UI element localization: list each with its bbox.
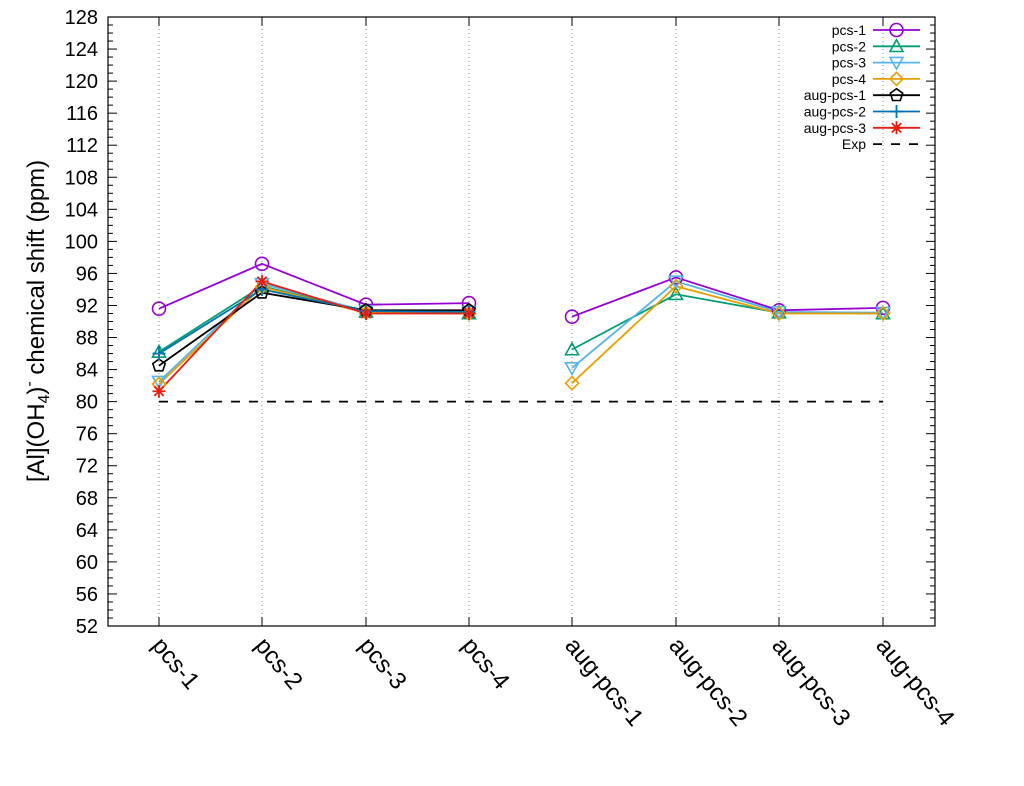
y-tick-label: 76 — [76, 424, 98, 446]
y-axis-label: [Al](OH4)- chemical shift (ppm) — [21, 160, 53, 482]
data-point-aug-pcs-3-pcs-4 — [462, 306, 476, 320]
y-tick-label: 56 — [76, 584, 98, 606]
y-tick-label: 124 — [65, 39, 98, 61]
x-gridlines — [158, 17, 884, 626]
series-line-pcs-1 — [571, 276, 884, 318]
legend-marker-pcs-3 — [888, 56, 905, 71]
y-tick-label: 88 — [76, 328, 98, 350]
y-tick-label: 120 — [65, 71, 98, 93]
y-axis: 52 56 60 64 68 72 76 80 84 88 92 96 100 104 108 112 116 1… — [65, 7, 935, 638]
legend-label-pcs-3: pcs-3 — [832, 55, 866, 71]
series-line-pcs-2 — [571, 293, 884, 351]
y-tick-label: 116 — [66, 103, 98, 125]
y-tick-label: 104 — [65, 199, 98, 221]
x-tick-label-pcs-4: pcs-4 — [456, 633, 514, 695]
series-line-pcs-3 — [571, 280, 884, 369]
data-point-aug-pcs-3-pcs-1 — [152, 384, 166, 398]
y-tick-label: 128 — [65, 7, 98, 29]
legend-label-pcs-4: pcs-4 — [832, 71, 866, 87]
y-tick-label: 80 — [76, 392, 98, 414]
data-point-pcs-4-aug-pcs-3 — [771, 305, 787, 322]
data-point-aug-pcs-2-pcs-1 — [152, 347, 166, 361]
series-line-pcs-1 — [158, 262, 470, 310]
legend-label-Exp: Exp — [842, 136, 866, 152]
data-point-pcs-2-aug-pcs-2 — [668, 286, 684, 301]
y-tick-label: 52 — [76, 616, 98, 638]
data-point-aug-pcs-3-pcs-2 — [255, 274, 269, 288]
data-point-pcs-1-pcs-1 — [151, 301, 167, 316]
y-tick-label: 68 — [76, 488, 98, 510]
legend: pcs-1pcs-2pcs-3pcs-4aug-pcs-1aug-pcs-2au… — [804, 22, 920, 152]
legend-marker-pcs-1 — [889, 22, 904, 38]
x-tick-label-aug-pcs-4: aug-pcs-4 — [870, 633, 959, 732]
legend-marker-aug-pcs-1 — [889, 87, 904, 102]
legend-label-pcs-2: pcs-2 — [832, 38, 866, 54]
legend-marker-aug-pcs-2 — [890, 105, 903, 118]
y-tick-label: 64 — [76, 520, 98, 542]
y-tick-label: 72 — [76, 456, 98, 478]
series-line-aug-pcs-1 — [158, 291, 469, 367]
y-tick-label: 96 — [76, 263, 98, 285]
y-tick-label: 84 — [76, 360, 98, 382]
data-point-aug-pcs-1-pcs-1 — [151, 358, 167, 372]
series-line-pcs-4 — [571, 285, 883, 384]
x-tick-label-aug-pcs-2: aug-pcs-2 — [663, 633, 752, 732]
data-point-pcs-2-aug-pcs-1 — [564, 341, 580, 356]
legend-marker-pcs-2 — [888, 38, 905, 53]
y-tick-label: 60 — [76, 552, 98, 574]
x-tick-label-aug-pcs-1: aug-pcs-1 — [559, 633, 648, 732]
legend-label-aug-pcs-1: aug-pcs-1 — [804, 87, 866, 103]
x-tick-label-pcs-2: pcs-2 — [249, 633, 307, 695]
series-line-aug-pcs-2 — [158, 288, 470, 355]
y-tick-label: 92 — [76, 295, 98, 317]
x-tick-label-pcs-3: pcs-3 — [353, 633, 411, 695]
data-point-aug-pcs-3-pcs-3 — [359, 306, 373, 320]
y-tick-label: 112 — [66, 135, 98, 157]
data-point-pcs-1-aug-pcs-1 — [564, 309, 580, 324]
legend-marker-pcs-4 — [888, 71, 905, 87]
data-point-pcs-4-aug-pcs-2 — [668, 278, 684, 294]
data-point-pcs-3-aug-pcs-1 — [564, 361, 580, 377]
legend-label-aug-pcs-2: aug-pcs-2 — [804, 104, 866, 120]
series-lines — [158, 262, 884, 392]
legend-label-pcs-1: pcs-1 — [832, 22, 866, 38]
legend-marker-aug-pcs-3 — [890, 121, 903, 135]
x-tick-label-aug-pcs-3: aug-pcs-3 — [766, 633, 855, 732]
x-tick-label-pcs-1: pcs-1 — [146, 633, 204, 695]
series-markers — [151, 256, 891, 398]
data-point-pcs-4-aug-pcs-4 — [875, 305, 891, 322]
legend-label-aug-pcs-3: aug-pcs-3 — [804, 120, 866, 136]
data-point-pcs-4-aug-pcs-1 — [564, 375, 580, 391]
data-point-pcs-1-pcs-2 — [254, 256, 270, 272]
series-line-aug-pcs-3 — [158, 280, 469, 392]
y-tick-label: 100 — [65, 231, 98, 253]
y-tick-label: 108 — [65, 167, 98, 189]
